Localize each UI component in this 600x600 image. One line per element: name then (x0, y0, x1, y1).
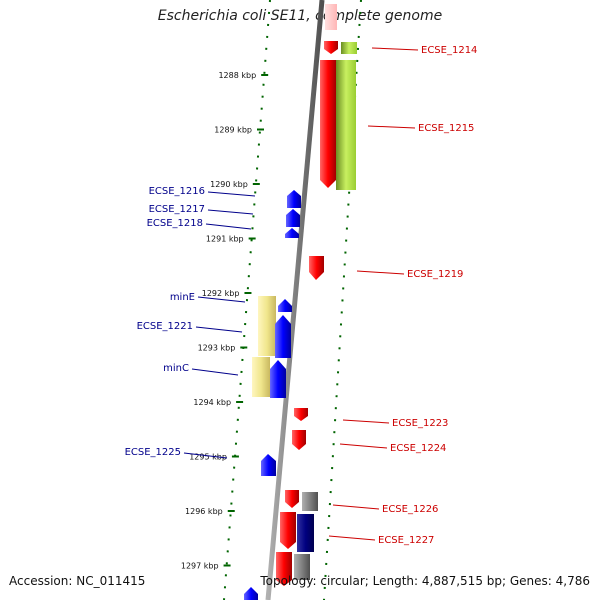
gene-ECSE_1223-arrow (294, 408, 308, 421)
leader-ECSE_1225 (183, 452, 228, 459)
tick-label: 1292 kbp (202, 289, 240, 298)
leader-ECSE_1219 (356, 270, 405, 275)
gene-label-ECSE_1216[interactable]: ECSE_1216 (149, 186, 205, 197)
gene-label-ECSE_1226[interactable]: ECSE_1226 (382, 504, 438, 515)
gene-extra-blue-arrow (244, 587, 258, 600)
gene-ECSE_1215-arrow (320, 60, 336, 188)
tick-label: 1293 kbp (198, 344, 236, 353)
tick-label: 1289 kbp (214, 126, 252, 135)
gene-label-ECSE_1227[interactable]: ECSE_1227 (378, 535, 434, 546)
gene-label-ECSE_1219[interactable]: ECSE_1219 (407, 269, 463, 280)
reverse-labels: ECSE_1216 ECSE_1217 ECSE_1218 minE ECSE_… (125, 186, 256, 459)
leader-minC (191, 368, 239, 376)
reverse-features (244, 190, 301, 600)
gene-label-ECSE_1224[interactable]: ECSE_1224 (390, 443, 446, 454)
gene-label-ECSE_1218[interactable]: ECSE_1218 (147, 218, 203, 229)
leader-ECSE_1215 (367, 125, 416, 129)
tick-label: 1291 kbp (206, 235, 244, 244)
outer-guide-left (223, 0, 271, 600)
feature-yellow-1 (258, 296, 276, 356)
outer-guide-right (323, 0, 362, 600)
gene-minE-arrow (278, 299, 292, 312)
feature-green-small (341, 42, 357, 54)
leader-ECSE_1224 (339, 443, 388, 449)
leader-ECSE_1223 (342, 419, 390, 424)
tick-label: 1294 kbp (193, 398, 231, 407)
feature-gray-1 (302, 492, 318, 511)
tick-label: 1288 kbp (218, 71, 256, 80)
gene-label-minE[interactable]: minE (170, 292, 195, 303)
leader-minE (197, 296, 246, 303)
feature-gray-2 (294, 554, 310, 580)
feature-pink (325, 4, 337, 30)
genome-summary-text: Topology: circular; Length: 4,887,515 bp… (260, 574, 590, 588)
gene-ECSE_1224-arrow (292, 430, 306, 450)
gene-label-ECSE_1217[interactable]: ECSE_1217 (149, 204, 205, 215)
leader-ECSE_1218 (205, 223, 252, 230)
accession-text: Accession: NC_011415 (9, 574, 146, 588)
leader-ECSE_1214 (371, 47, 419, 51)
forward-features (276, 4, 357, 586)
gene-extra-red-arrow (276, 552, 292, 586)
forward-labels: ECSE_1214 ECSE_1215 ECSE_1219 ECSE_1223 … (328, 45, 477, 546)
tick-label: 1297 kbp (181, 562, 219, 571)
gene-minC-arrow (270, 360, 286, 398)
gene-ECSE_1218-arrow (285, 228, 299, 238)
leader-ECSE_1217 (207, 209, 254, 215)
gene-label-ECSE_1225[interactable]: ECSE_1225 (125, 447, 181, 458)
gene-ECSE_1217-arrow (286, 209, 300, 227)
leader-ECSE_1221 (195, 326, 243, 333)
kbp-ticks: 1288 kbp 1289 kbp 1290 kbp 1291 kbp 1292 kbp… (181, 71, 269, 571)
gene-ECSE_1216-arrow (287, 190, 301, 208)
leader-ECSE_1227 (328, 535, 376, 541)
gene-label-ECSE_1215[interactable]: ECSE_1215 (418, 123, 474, 134)
tick-label: 1295 kbp (189, 453, 227, 462)
gene-ECSE_1219-arrow (309, 256, 324, 280)
gene-ECSE_1225-arrow (261, 454, 276, 476)
leader-ECSE_1216 (207, 191, 256, 197)
gene-ECSE_1214-arrow (324, 41, 338, 54)
feature-navy (297, 514, 314, 552)
feature-yellow-2 (252, 357, 270, 397)
guide-rings (223, 0, 362, 600)
gene-ECSE_1226-arrow (285, 490, 299, 508)
gene-ECSE_1227-arrow (280, 512, 296, 549)
gene-label-ECSE_1214[interactable]: ECSE_1214 (421, 45, 477, 56)
genome-backbone (265, 0, 325, 600)
feature-green-large (336, 60, 356, 190)
tick-label: 1290 kbp (210, 180, 248, 189)
leader-ECSE_1226 (332, 504, 380, 510)
gene-label-minC[interactable]: minC (163, 363, 189, 374)
map-title: Escherichia coli SE11, complete genome (157, 8, 443, 24)
gene-label-ECSE_1223[interactable]: ECSE_1223 (392, 418, 448, 429)
tick-label: 1296 kbp (185, 507, 223, 516)
gene-ECSE_1221-arrow (275, 315, 291, 358)
gene-label-ECSE_1221[interactable]: ECSE_1221 (137, 321, 193, 332)
